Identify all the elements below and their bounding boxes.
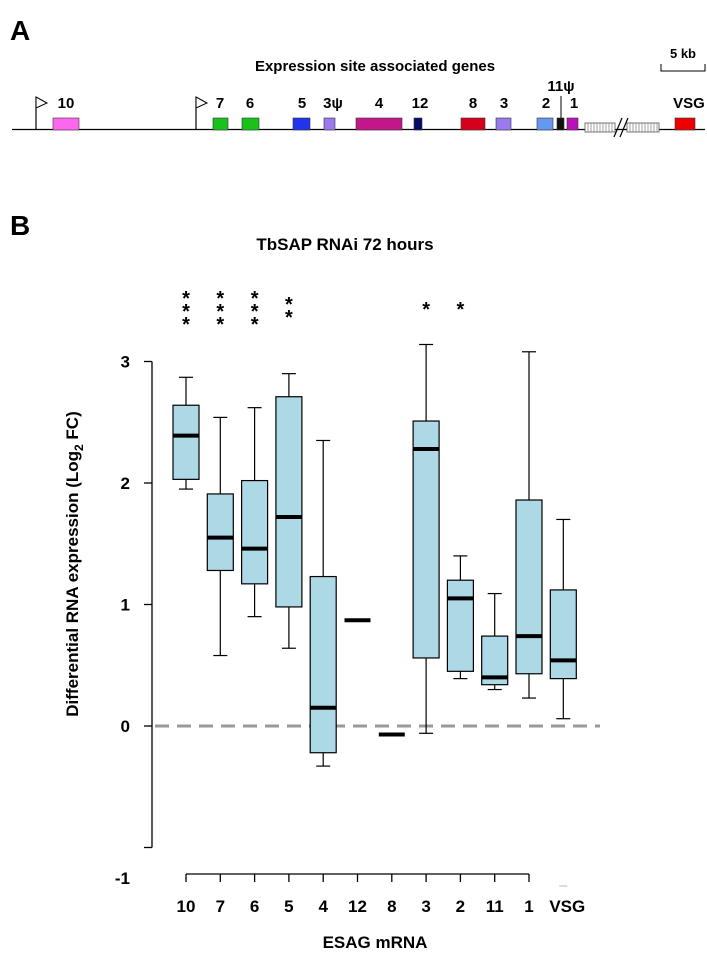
chart-title: TbSAP RNAi 72 hours bbox=[256, 235, 433, 254]
box-plot-10 bbox=[172, 376, 200, 490]
scale-bar-line bbox=[660, 64, 706, 72]
x-axis-label: ESAG mRNA bbox=[323, 933, 428, 952]
significance-star: * bbox=[285, 307, 293, 329]
iqr-box bbox=[206, 493, 234, 572]
y-tick-label: 3 bbox=[121, 353, 130, 372]
panel-a-label: A bbox=[10, 15, 30, 46]
y-axis-label: Differential RNA expression (Log2 FC) bbox=[63, 411, 86, 716]
panel-b-label: B bbox=[10, 210, 30, 241]
gene-label: 6 bbox=[246, 95, 254, 112]
iqr-box bbox=[515, 499, 543, 675]
significance-star: * bbox=[216, 301, 224, 323]
iqr-box bbox=[172, 404, 200, 480]
gene-label: 4 bbox=[375, 95, 384, 112]
x-tick-label: 8 bbox=[387, 897, 396, 916]
box-plot-5 bbox=[275, 373, 303, 649]
gene-label: 1 bbox=[570, 95, 578, 112]
gene-box bbox=[355, 117, 403, 131]
promoter-flag-icon bbox=[35, 96, 49, 129]
x-tick-label: 1 bbox=[524, 897, 533, 916]
x-tick-label: 2 bbox=[456, 897, 465, 916]
y-tick-label: 1 bbox=[121, 596, 130, 615]
box-plot-6 bbox=[241, 407, 269, 618]
gene-label: 8 bbox=[469, 95, 477, 112]
scale-bar: 5 kb bbox=[660, 46, 706, 72]
box-plot-3 bbox=[412, 343, 440, 734]
significance-star: * bbox=[216, 288, 224, 310]
gene-box bbox=[556, 117, 565, 131]
significance-star: * bbox=[457, 299, 465, 321]
iqr-box bbox=[241, 479, 269, 585]
box-plot-4 bbox=[309, 439, 337, 767]
axis-break-icon bbox=[613, 117, 629, 138]
panel-b: B TbSAP RNAi 72 hours 3210-1Differential… bbox=[10, 210, 600, 952]
y-tick-label: -1 bbox=[115, 869, 130, 888]
repeat-hatch-icon bbox=[584, 122, 660, 133]
gene-box bbox=[495, 117, 512, 131]
significance-star: * bbox=[285, 294, 293, 316]
box-plot-VSG bbox=[549, 518, 577, 720]
x-tick-label: 4 bbox=[318, 897, 328, 916]
gene-label: 10 bbox=[58, 95, 75, 112]
gene-label: 3ψ bbox=[323, 95, 343, 112]
gene-label: 11ψ bbox=[547, 78, 574, 95]
iqr-box bbox=[412, 420, 440, 659]
x-tick-label: 7 bbox=[216, 897, 225, 916]
panel-a: A Expression site associated genes 5 kb … bbox=[10, 15, 706, 138]
box-plot-1 bbox=[515, 351, 543, 699]
promoter-flag-icon bbox=[195, 96, 209, 129]
x-tick-label: 11 bbox=[486, 897, 504, 916]
gene-box bbox=[460, 117, 486, 131]
x-tick-label: 6 bbox=[250, 897, 259, 916]
gene-box bbox=[212, 117, 229, 131]
gene-box bbox=[413, 117, 423, 131]
box-plot-7 bbox=[206, 416, 234, 657]
x-tick-label: 12 bbox=[348, 897, 367, 916]
gene-box bbox=[323, 117, 336, 131]
gene-box bbox=[566, 117, 579, 131]
x-tick-label: 5 bbox=[284, 897, 293, 916]
significance-star: * bbox=[182, 314, 190, 336]
gene-label: 2 bbox=[542, 95, 550, 112]
gene-box bbox=[292, 117, 311, 131]
panel-a-title: Expression site associated genes bbox=[255, 58, 495, 75]
scale-bar-label: 5 kb bbox=[670, 46, 696, 61]
gene-box bbox=[674, 117, 696, 131]
gene-box bbox=[241, 117, 260, 131]
gene-box bbox=[52, 117, 80, 131]
significance-star: * bbox=[251, 288, 259, 310]
x-tick-label: 3 bbox=[421, 897, 430, 916]
x-tick-label: 10 bbox=[177, 897, 196, 916]
significance-star: * bbox=[216, 314, 224, 336]
significance-star: * bbox=[251, 301, 259, 323]
iqr-box bbox=[446, 579, 474, 672]
y-axis: 3 2 1 0 -1 bbox=[115, 353, 153, 888]
iqr-box bbox=[275, 396, 303, 608]
gene-label: 12 bbox=[412, 95, 429, 112]
significance-star: * bbox=[422, 299, 430, 321]
gene-label: VSG bbox=[673, 95, 705, 112]
gene-label: 7 bbox=[216, 95, 224, 112]
significance-star: * bbox=[182, 288, 190, 310]
y-tick-label: 2 bbox=[121, 474, 130, 493]
gene-box bbox=[536, 117, 554, 131]
gene-label: 5 bbox=[298, 95, 306, 112]
box-plot-11 bbox=[481, 592, 509, 691]
iqr-box bbox=[309, 575, 337, 754]
gene-label: 3 bbox=[500, 95, 508, 112]
significance-star: * bbox=[182, 301, 190, 323]
y-tick-label: 0 bbox=[121, 717, 130, 736]
box-plot-2 bbox=[446, 555, 474, 680]
iqr-box bbox=[549, 589, 577, 680]
x-tick-label: VSG bbox=[549, 897, 585, 916]
significance-star: * bbox=[251, 314, 259, 336]
